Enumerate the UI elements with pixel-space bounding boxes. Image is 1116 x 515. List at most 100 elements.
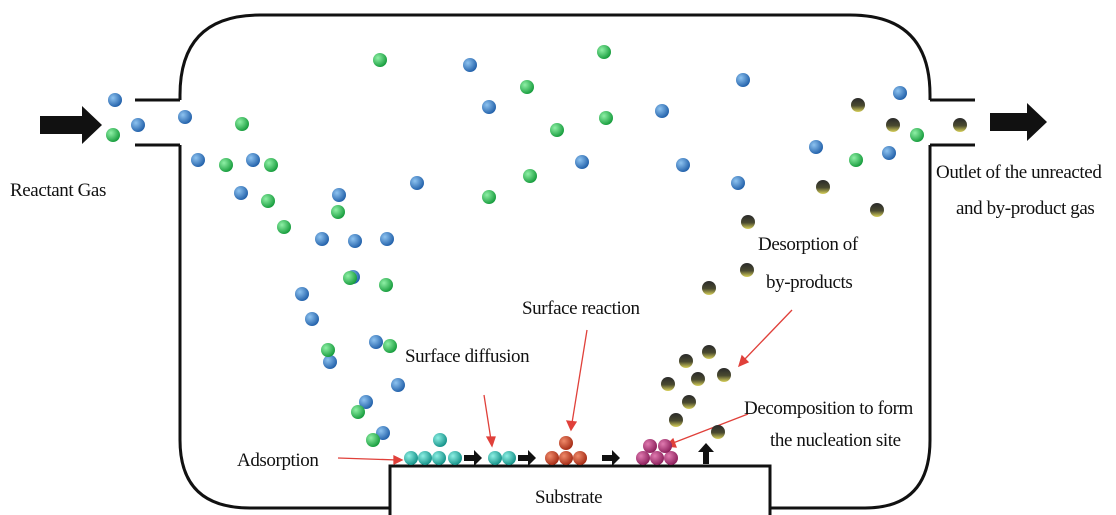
particle [702,281,716,295]
particle [321,343,335,357]
decomposition-label: the nucleation site [770,430,901,451]
particle [277,220,291,234]
particle [736,73,750,87]
outlet-arrow [990,103,1047,141]
desorption-label: Desorption of [758,234,859,255]
particle [676,158,690,172]
particle [851,98,865,112]
particle [332,188,346,202]
particle [369,335,383,349]
particle [702,345,716,359]
decomposition-label: Decomposition to form [744,398,914,419]
particle [264,158,278,172]
particle [488,451,502,465]
particle [380,232,394,246]
particle [520,80,534,94]
particle [131,118,145,132]
particle [343,271,357,285]
desorption-label: by-products [766,272,852,293]
particle [373,53,387,67]
particle [432,451,446,465]
particle [682,395,696,409]
particle [691,372,705,386]
particle [379,278,393,292]
particle [550,123,564,137]
particle [643,439,657,453]
particle [559,451,573,465]
particle [523,169,537,183]
particle [106,128,120,142]
particle [655,104,669,118]
reactant-gas-label: Reactant Gas [10,180,106,201]
particle [741,215,755,229]
particle [910,128,924,142]
particle [178,110,192,124]
particle [331,205,345,219]
particle [246,153,260,167]
particle [448,451,462,465]
particle [410,176,424,190]
particle [658,439,672,453]
substrate-block [388,464,772,515]
surface-diffusion-label: Surface diffusion [405,346,530,367]
particle [886,118,900,132]
particle [597,45,611,59]
inlet-arrow [40,106,102,144]
particle [573,451,587,465]
chamber [135,13,975,510]
particle [433,433,447,447]
particle [731,176,745,190]
annotation-lines [337,309,793,466]
particle [305,312,319,326]
particle [599,111,613,125]
particle [482,190,496,204]
outlet-label: and by-product gas [956,198,1094,219]
particle [359,395,373,409]
particle [315,232,329,246]
particle [953,118,967,132]
particle [870,203,884,217]
particle [669,413,683,427]
particle [849,153,863,167]
particle [559,436,573,450]
step-arrows [464,443,714,466]
particle [418,451,432,465]
particle [545,451,559,465]
particle [575,155,589,169]
particle [391,378,405,392]
particle [323,355,337,369]
particle [351,405,365,419]
particle [740,263,754,277]
particles [106,45,967,465]
particle [348,234,362,248]
particle [376,426,390,440]
particle [809,140,823,154]
particle [463,58,477,72]
particle [661,377,675,391]
particle [219,158,233,172]
particle [295,287,309,301]
particle [679,354,693,368]
particle [717,368,731,382]
particle [711,425,725,439]
surface-reaction-label: Surface reaction [522,298,640,319]
particle [404,451,418,465]
substrate-label: Substrate [535,487,602,508]
particle [108,93,122,107]
particle [893,86,907,100]
particle [882,146,896,160]
adsorption-label: Adsorption [237,450,319,471]
outlet-label: Outlet of the unreacted [936,162,1102,183]
particle [383,339,397,353]
particle [191,153,205,167]
particle [636,451,650,465]
particle [502,451,516,465]
particle [261,194,275,208]
particle [650,451,664,465]
particle [234,186,248,200]
particle [816,180,830,194]
particle [482,100,496,114]
particle [235,117,249,131]
